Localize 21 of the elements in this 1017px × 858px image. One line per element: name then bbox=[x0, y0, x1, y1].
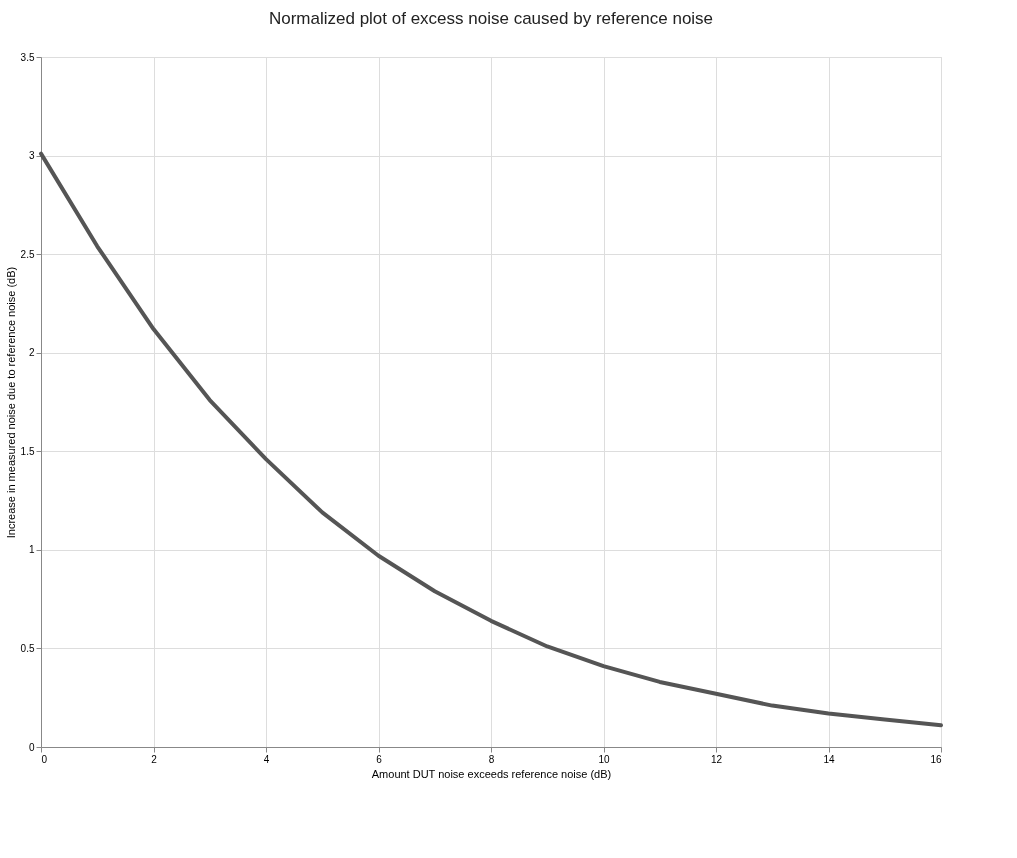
y-tick-label: 1 bbox=[28, 544, 35, 556]
y-tick-label: 1.5 bbox=[20, 445, 35, 457]
x-tick-label: 12 bbox=[710, 753, 723, 765]
x-tick-label: 10 bbox=[598, 753, 610, 765]
x-tick-label: 4 bbox=[263, 753, 270, 765]
y-tick-label: 3 bbox=[28, 150, 35, 162]
x-tick-label: 8 bbox=[488, 753, 495, 765]
x-tick-label: 0 bbox=[41, 753, 48, 765]
x-tick-label: 14 bbox=[823, 753, 835, 765]
y-axis-title: Increase in measured noise due to reference noise (dB) bbox=[4, 266, 17, 539]
x-tick-label: 16 bbox=[930, 753, 942, 765]
y-tick-label: 2.5 bbox=[20, 248, 35, 260]
y-tick-label: 3.5 bbox=[20, 51, 35, 63]
x-tick-label: 2 bbox=[151, 753, 158, 765]
y-tick-label: 2 bbox=[28, 347, 35, 359]
chart-title: Normalized plot of excess noise caused by reference noise bbox=[268, 9, 714, 28]
line-series bbox=[39, 151, 943, 728]
x-tick-label: 6 bbox=[376, 753, 383, 765]
x-axis-title: Amount DUT noise exceeds reference noise (dB) bbox=[371, 767, 612, 780]
y-tick-label: 0.5 bbox=[20, 642, 35, 654]
y-tick-label: 0 bbox=[28, 741, 35, 753]
